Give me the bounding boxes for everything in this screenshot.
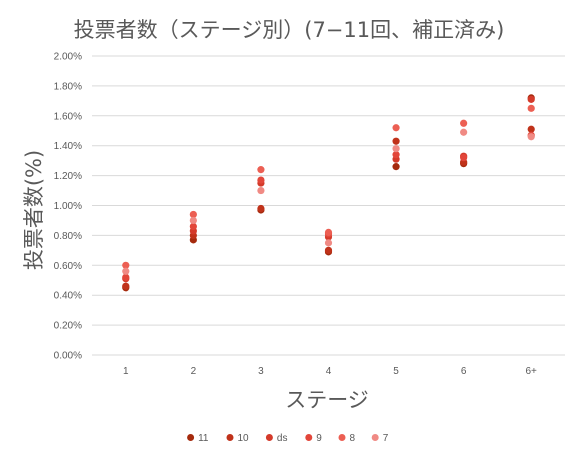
- data-point: [527, 104, 535, 112]
- y-tick-label: 2.00%: [54, 52, 82, 63]
- data-point: [257, 166, 265, 174]
- data-point: [257, 176, 265, 184]
- data-point: [122, 282, 130, 290]
- data-point: [392, 145, 400, 153]
- legend-item-10: 10: [226, 433, 250, 444]
- data-point: [527, 95, 535, 103]
- data-point: [460, 128, 468, 136]
- x-tick-label: 6: [461, 366, 467, 377]
- legend-item-9: 9: [305, 433, 322, 444]
- data-point: [392, 163, 400, 171]
- data-point: [324, 246, 333, 254]
- legend-marker: [305, 434, 313, 441]
- data-point: [189, 210, 197, 219]
- data-point: [527, 125, 535, 133]
- legend-label: 8: [350, 433, 356, 444]
- data-point: [122, 267, 130, 275]
- x-tick-label: 4: [326, 366, 332, 377]
- data-point: [460, 154, 468, 162]
- legend-marker: [371, 434, 379, 441]
- y-tick-label: 1.00%: [54, 201, 82, 212]
- x-tick-label: 5: [393, 366, 399, 377]
- x-axis-ticks: 1 2 3 4 5 6 6+: [123, 366, 537, 377]
- legend-marker: [338, 434, 346, 441]
- legend-item-11: 11: [187, 433, 209, 444]
- series-7: [122, 128, 535, 275]
- y-axis-ticks: 0.00% 0.20% 0.40% 0.60% 0.80% 1.00% 1.20% 1.40%…: [54, 52, 82, 362]
- chart-title: 投票者数（ステージ別）(7−11回、補正済み): [74, 18, 505, 42]
- series-9: [122, 131, 535, 281]
- data-point: [257, 204, 265, 213]
- data-point: [324, 239, 333, 247]
- data-point: [392, 124, 400, 132]
- legend-marker: [265, 434, 273, 441]
- data-point: [189, 222, 197, 231]
- x-tick-label: 3: [258, 366, 264, 377]
- legend-label: 11: [198, 433, 209, 444]
- data-point: [324, 228, 333, 237]
- y-tick-label: 0.00%: [54, 351, 82, 362]
- y-tick-label: 1.40%: [54, 141, 82, 152]
- data-point: [122, 273, 130, 281]
- data-point: [460, 119, 468, 127]
- legend-marker: [226, 434, 234, 441]
- data-point: [189, 216, 197, 225]
- y-tick-label: 0.20%: [54, 321, 82, 332]
- y-axis-title: 投票者数(%): [22, 150, 46, 270]
- y-tick-label: 0.80%: [54, 231, 82, 242]
- y-tick-label: 1.60%: [54, 111, 82, 122]
- y-tick-label: 0.60%: [54, 261, 82, 272]
- data-point: [392, 137, 400, 145]
- legend: 11 10 ds 9 8 7: [187, 433, 389, 444]
- y-tick-label: 1.80%: [54, 81, 82, 92]
- legend-marker: [187, 434, 195, 441]
- legend-item-7: 7: [371, 433, 389, 444]
- x-tick-label: 6+: [526, 366, 538, 377]
- data-point: [392, 151, 400, 159]
- data-point: [122, 261, 130, 269]
- data-points: [122, 94, 535, 292]
- legend-label: 10: [238, 433, 250, 444]
- gridlines: [92, 55, 565, 356]
- y-tick-label: 1.20%: [54, 171, 82, 182]
- legend-label: ds: [277, 433, 288, 444]
- y-tick-label: 0.40%: [54, 291, 82, 302]
- x-axis-title: ステージ: [285, 388, 369, 412]
- x-tick-label: 1: [123, 366, 129, 377]
- data-point: [527, 133, 535, 141]
- legend-label: 7: [383, 433, 389, 444]
- legend-item-ds: ds: [265, 433, 288, 444]
- series-8: [122, 104, 535, 269]
- x-tick-label: 2: [191, 366, 197, 377]
- legend-item-8: 8: [338, 433, 356, 444]
- legend-label: 9: [316, 433, 322, 444]
- series-11: [122, 94, 535, 292]
- data-point: [257, 186, 265, 195]
